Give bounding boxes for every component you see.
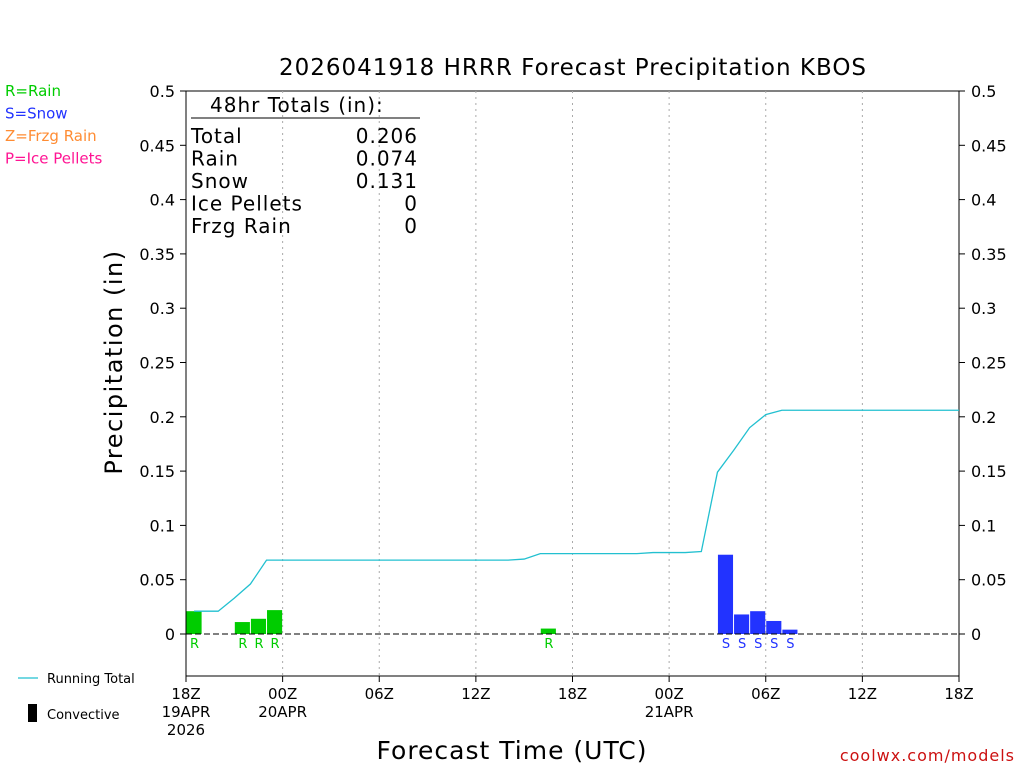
grid-lines — [282, 91, 863, 676]
plot-frame — [185, 90, 960, 677]
precip-bar — [234, 622, 250, 634]
precip-type-letter: S — [754, 637, 762, 652]
totals-header: 48hr Totals (in): — [210, 93, 384, 117]
precip-bar — [186, 611, 202, 634]
totals-box: 48hr Totals (in): Total 0.206 Rain 0.074 Sno… — [190, 93, 420, 238]
x-tick-label: 19APR — [162, 703, 211, 721]
x-tick-label: 06Z — [365, 685, 394, 703]
y-tick-label: 0.4 — [150, 191, 175, 210]
totals-row-value: 0.131 — [356, 169, 418, 193]
x-tick-label: 18Z — [558, 685, 587, 703]
precip-type-letter: S — [770, 637, 778, 652]
precip-bar — [540, 628, 556, 634]
convective-legend-swatch — [28, 704, 37, 722]
y-tick-label: 0.45 — [139, 136, 175, 155]
precip-type-letter: R — [190, 637, 199, 652]
y-tick-label: 0.3 — [150, 299, 175, 318]
precip-type-letter: S — [738, 637, 746, 652]
precip-type-letter: S — [722, 637, 730, 652]
y-ticks-left: 0 0.05 0.1 0.15 0.2 0.25 0.3 0.35 0.4 0.45 0.5 — [139, 82, 186, 644]
y-tick-label-right: 0.2 — [971, 408, 996, 427]
totals-rows: Total 0.206 Rain 0.074 Snow 0.131 Ice Pellets 0… — [190, 124, 418, 238]
precip-type-letter: R — [544, 637, 553, 652]
y-tick-label-right: 0.3 — [971, 299, 996, 318]
convective-legend-label: Convective — [47, 708, 120, 723]
precip-type-legend-item: Z=Frzg Rain — [5, 127, 97, 145]
totals-row-value: 0 — [404, 214, 418, 238]
running-total-legend-label: Running Total — [47, 672, 135, 687]
precip-type-legend-item: P=Ice Pellets — [5, 150, 102, 168]
precip-type-letter: R — [238, 637, 247, 652]
precip-bar — [734, 614, 750, 634]
bars-group — [186, 554, 798, 634]
y-tick-label: 0.2 — [150, 408, 175, 427]
y-tick-label-right: 0.05 — [971, 571, 1007, 590]
y-tick-label: 0.05 — [139, 571, 175, 590]
precip-bar — [750, 611, 766, 634]
precip-bar — [782, 629, 798, 634]
totals-row-value: 0.206 — [356, 124, 418, 148]
x-tick-label: 12Z — [848, 685, 877, 703]
precip-type-legend-item: R=Rain — [5, 82, 61, 100]
y-tick-label-right: 0.5 — [971, 82, 996, 101]
x-tick-label: 20APR — [258, 703, 307, 721]
totals-row-value: 0.074 — [356, 147, 418, 171]
y-tick-label-right: 0.4 — [971, 191, 996, 210]
totals-row-value: 0 — [404, 192, 418, 216]
x-tick-label: 18Z — [944, 685, 973, 703]
totals-row-label: Rain — [191, 147, 239, 171]
running-total-line — [194, 409, 959, 612]
y-tick-label-right: 0.25 — [971, 354, 1007, 373]
totals-row-label: Snow — [191, 169, 249, 193]
y-tick-label-right: 0.15 — [971, 462, 1007, 481]
y-tick-label: 0.35 — [139, 245, 175, 264]
chart-title: 2026041918 HRRR Forecast Precipitation K… — [279, 55, 867, 81]
precip-bar — [766, 620, 782, 634]
y-tick-label: 0.5 — [150, 82, 175, 101]
y-tick-label: 0.15 — [139, 462, 175, 481]
y-tick-label: 0.1 — [150, 516, 175, 535]
y-ticks-right: 0 0.05 0.1 0.15 0.2 0.25 0.3 0.35 0.4 0.45 0.5 — [959, 82, 1007, 644]
y-axis-label: Precipitation (in) — [100, 249, 128, 474]
totals-row-label: Frzg Rain — [191, 214, 292, 238]
y-tick-label-right: 0.1 — [971, 516, 996, 535]
precip-type-legend-item: S=Snow — [5, 105, 68, 123]
x-tick-label: 06Z — [751, 685, 780, 703]
y-tick-label-right: 0.35 — [971, 245, 1007, 264]
precip-type-letter: S — [786, 637, 794, 652]
credit-text: coolwx.com/models — [840, 746, 1015, 765]
y-tick-label: 0.25 — [139, 354, 175, 373]
y-tick-label-right: 0.45 — [971, 136, 1007, 155]
precip-bar — [717, 554, 734, 634]
precip-type-letter: R — [271, 637, 280, 652]
precip-type-legend: R=Rain S=Snow Z=Frzg Rain P=Ice Pellets — [5, 82, 102, 168]
precip-type-letter: R — [254, 637, 263, 652]
totals-row-label: Total — [190, 124, 243, 148]
x-tick-label: 21APR — [645, 703, 694, 721]
x-axis-label: Forecast Time (UTC) — [377, 736, 648, 765]
bottom-legend: Running Total Convective — [18, 672, 135, 723]
totals-row-label: Ice Pellets — [191, 192, 303, 216]
x-tick-label: 00Z — [268, 685, 297, 703]
x-tick-label: 12Z — [461, 685, 490, 703]
x-tick-label: 00Z — [654, 685, 683, 703]
x-tick-label: 2026 — [167, 721, 205, 739]
x-tick-label: 18Z — [171, 685, 200, 703]
y-tick-label: 0 — [165, 625, 175, 644]
precip-bar — [250, 618, 267, 634]
precip-bar — [267, 610, 283, 634]
y-tick-label-right: 0 — [971, 625, 981, 644]
